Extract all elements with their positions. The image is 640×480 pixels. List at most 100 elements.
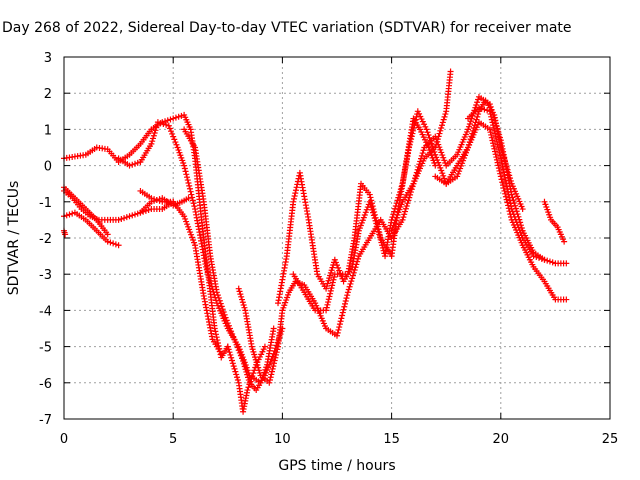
data-point	[497, 170, 504, 177]
data-point	[362, 209, 369, 216]
data-point	[494, 126, 501, 133]
data-point	[499, 182, 506, 189]
data-point	[327, 272, 334, 279]
satellite-track-6	[61, 184, 111, 238]
data-point	[504, 186, 511, 193]
data-point	[167, 116, 174, 123]
data-point	[331, 273, 338, 280]
data-point	[235, 285, 242, 292]
data-point	[508, 206, 515, 213]
data-point	[339, 309, 346, 316]
data-point	[503, 183, 510, 190]
data-point	[247, 378, 254, 385]
y-tick-label: -3	[39, 268, 52, 283]
data-point	[134, 210, 141, 217]
data-point	[350, 269, 357, 276]
data-point	[228, 328, 235, 335]
data-point	[237, 291, 244, 298]
data-point	[475, 111, 482, 118]
data-point	[367, 194, 374, 201]
data-point	[186, 185, 193, 192]
data-point	[121, 215, 128, 222]
data-point	[357, 222, 364, 229]
data-point	[390, 222, 397, 229]
data-point	[500, 169, 507, 176]
data-point	[329, 282, 336, 289]
data-point	[492, 133, 499, 140]
data-point	[219, 306, 226, 313]
data-point	[203, 266, 210, 273]
data-point	[375, 226, 382, 233]
data-point	[185, 223, 192, 230]
data-point	[240, 360, 247, 367]
data-point	[475, 96, 482, 103]
data-point	[216, 297, 223, 304]
data-point	[234, 344, 241, 351]
data-point	[173, 141, 180, 148]
data-point	[268, 371, 275, 378]
data-point	[126, 162, 133, 169]
data-point	[151, 130, 158, 137]
data-point	[232, 368, 239, 375]
data-marks	[61, 68, 570, 415]
data-point	[240, 301, 247, 308]
data-point	[224, 320, 231, 327]
data-point	[273, 349, 280, 356]
data-point	[397, 204, 404, 211]
data-point	[342, 297, 349, 304]
data-point	[171, 136, 178, 143]
data-point	[563, 296, 570, 303]
data-point	[165, 122, 172, 129]
data-point	[499, 179, 506, 186]
data-point	[191, 203, 198, 210]
data-point	[215, 294, 222, 301]
data-point	[156, 197, 163, 204]
data-point	[338, 315, 345, 322]
data-point	[251, 351, 258, 358]
y-tick-label: 0	[44, 160, 52, 175]
data-point	[502, 177, 509, 184]
data-point	[496, 131, 503, 138]
data-point	[239, 299, 246, 306]
chart-title: Day 268 of 2022, Sidereal Day-to-day VTE…	[2, 20, 572, 36]
data-point	[235, 347, 242, 354]
data-point	[474, 113, 481, 120]
data-point	[493, 156, 500, 163]
data-point	[249, 346, 256, 353]
x-tick-label: 25	[602, 432, 619, 447]
data-point	[170, 133, 177, 140]
data-point	[189, 234, 196, 241]
data-point	[488, 116, 495, 123]
data-point	[131, 211, 138, 218]
data-point	[465, 126, 472, 133]
data-point	[244, 387, 251, 394]
data-point	[474, 99, 481, 106]
data-point	[487, 111, 494, 118]
data-point	[153, 196, 160, 203]
data-point	[330, 276, 337, 283]
data-point	[435, 159, 442, 166]
data-point	[436, 144, 443, 151]
data-point	[214, 337, 221, 344]
data-point	[371, 208, 378, 215]
data-point	[229, 357, 235, 364]
data-point	[541, 256, 548, 263]
data-point	[492, 148, 499, 155]
satellite-track-5	[61, 209, 122, 249]
data-point	[399, 216, 406, 223]
data-point	[417, 158, 424, 165]
data-point	[441, 157, 448, 164]
data-point	[187, 188, 194, 195]
y-tick-label: -2	[39, 232, 52, 247]
data-point	[508, 203, 515, 210]
data-point	[126, 213, 133, 220]
data-point	[236, 288, 243, 295]
data-point	[271, 360, 277, 367]
data-point	[181, 213, 188, 220]
data-point	[323, 304, 330, 311]
data-point	[123, 214, 130, 221]
data-point	[456, 168, 463, 175]
data-point	[484, 107, 491, 114]
data-point	[324, 280, 331, 287]
data-point	[394, 211, 401, 218]
